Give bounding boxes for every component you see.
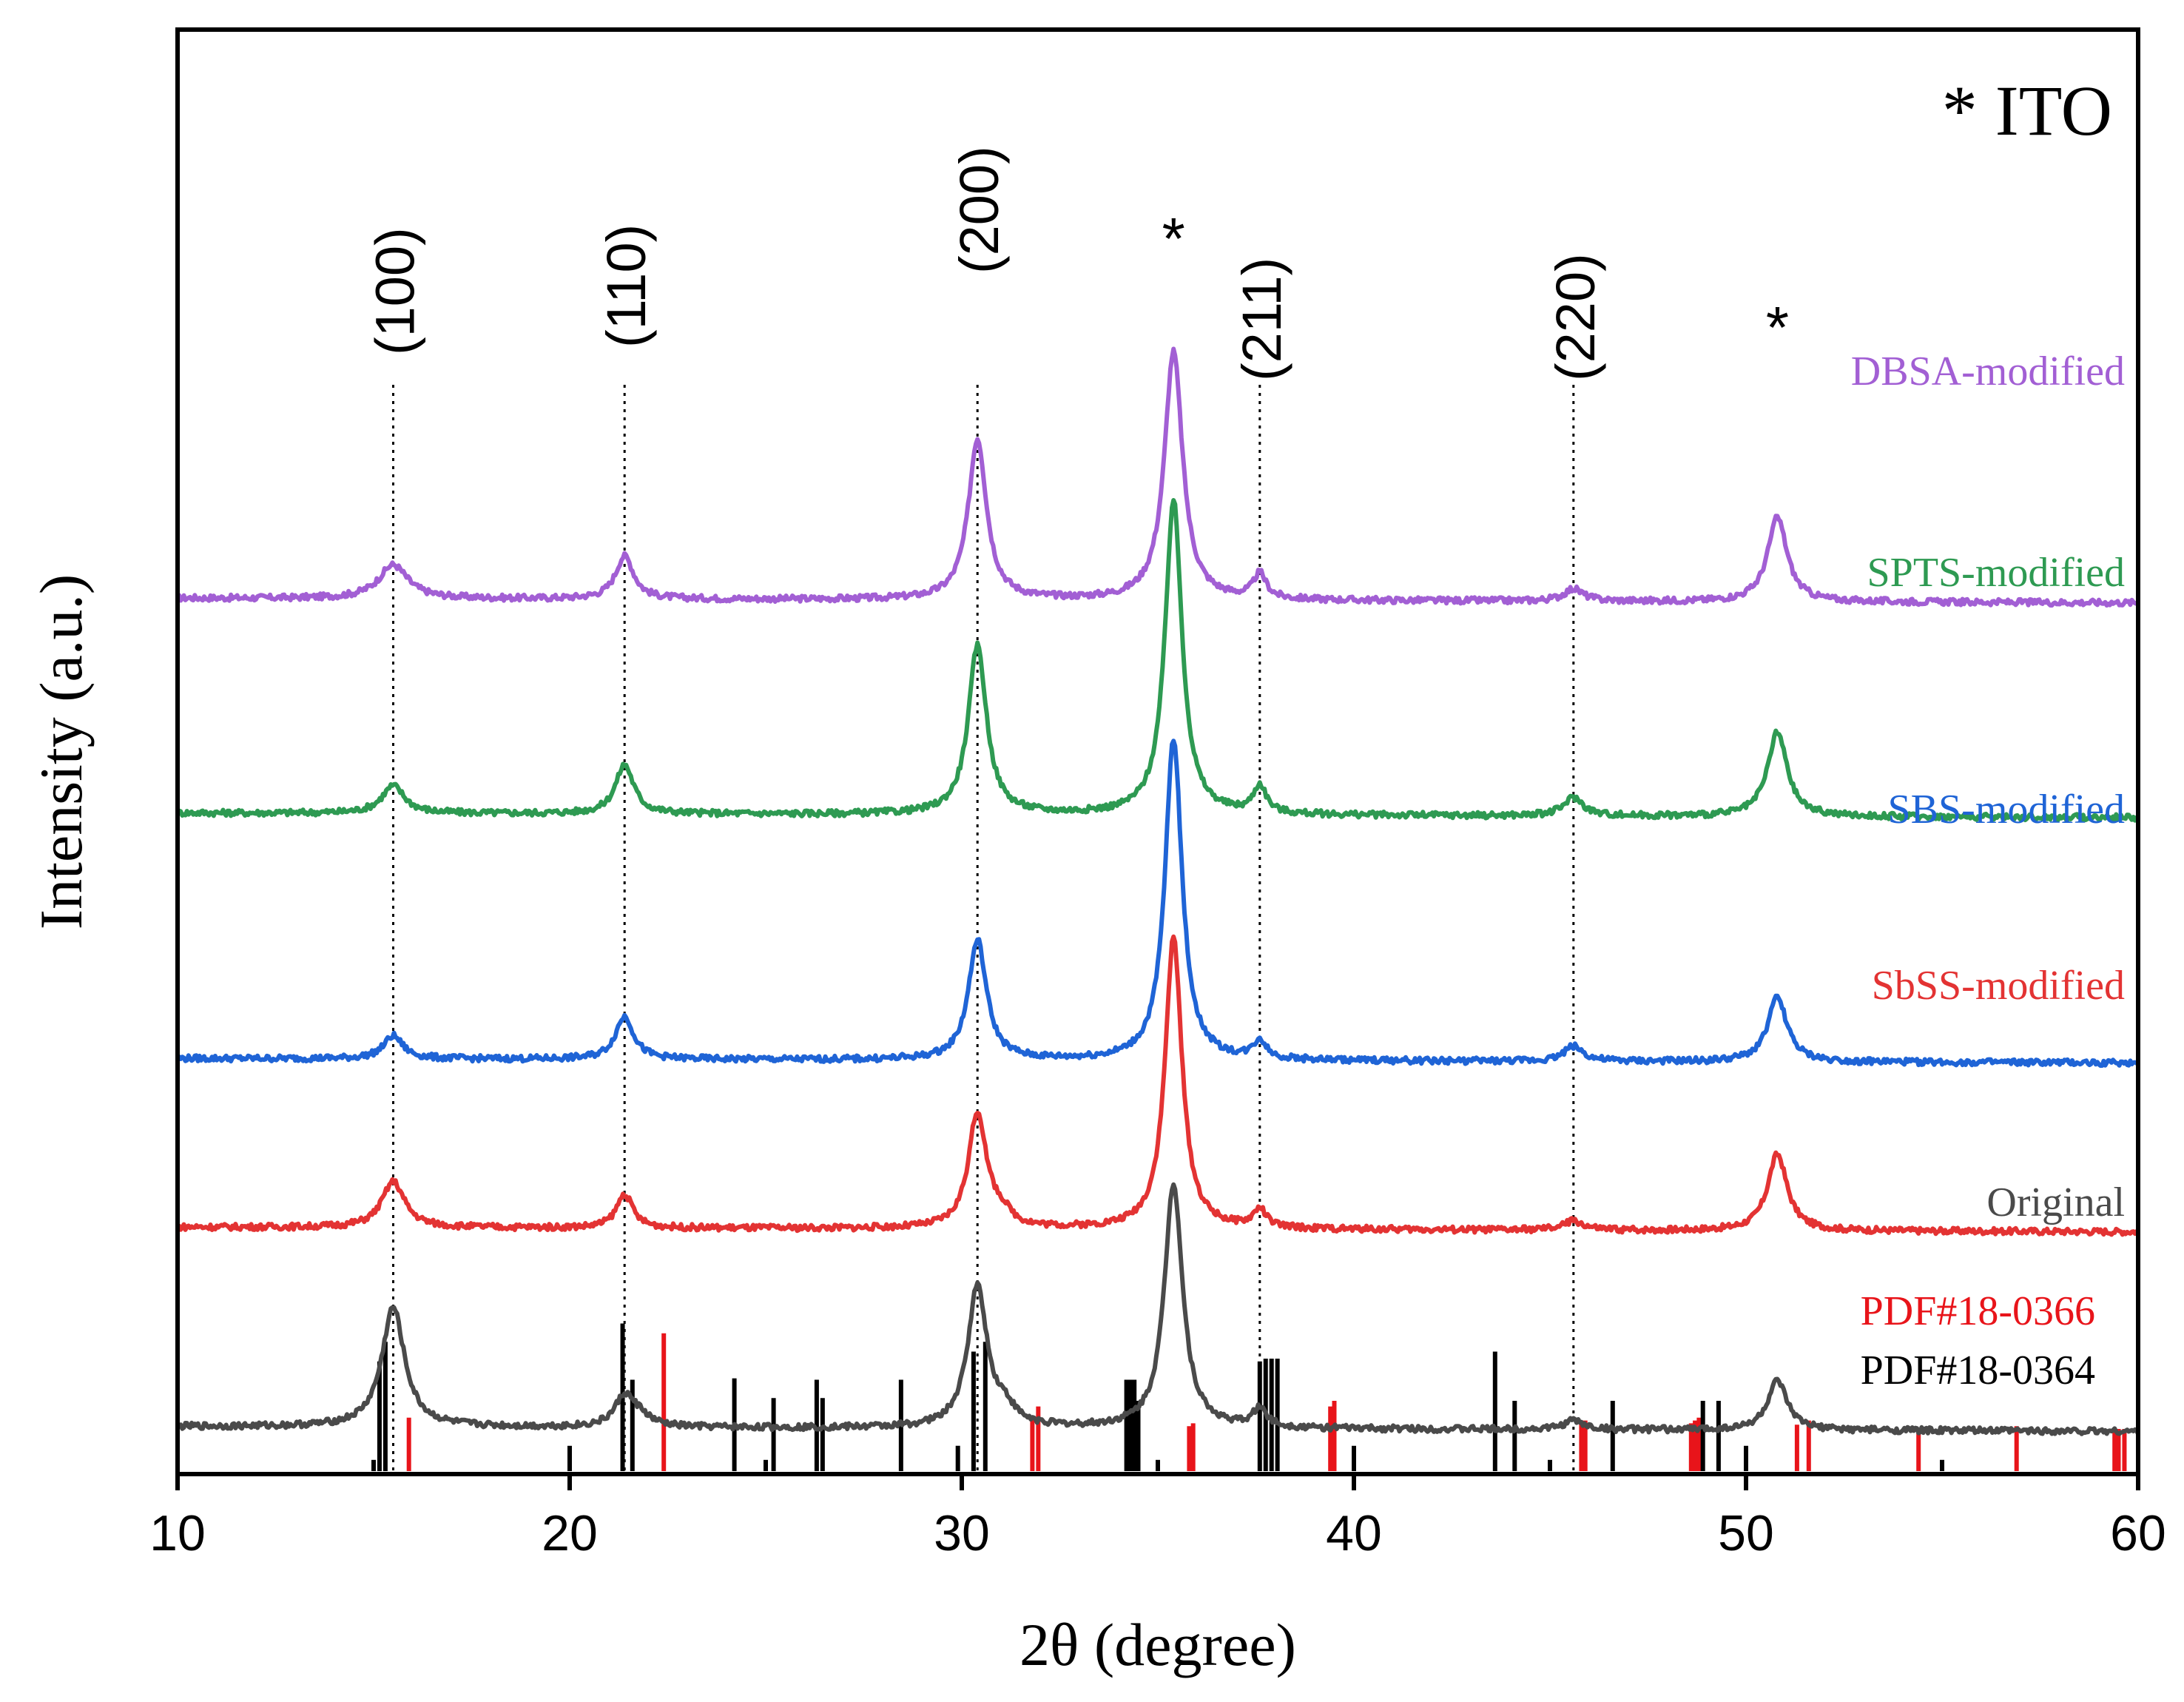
series-label-dbsa-modified: DBSA-modified bbox=[1851, 349, 2125, 394]
series-label-spts-modified: SPTS-modified bbox=[1867, 550, 2125, 596]
x-tick-label-40: 40 bbox=[1326, 1505, 1382, 1561]
hkl-label-0: (100) bbox=[365, 227, 426, 355]
ito-peak-markers: ** bbox=[1162, 206, 1789, 360]
hkl-label-3: (211) bbox=[1231, 258, 1292, 381]
series-label-sbs-modified: SBS-modified bbox=[1888, 787, 2125, 832]
series-line-spts-modified bbox=[175, 498, 2140, 823]
ito-legend: * ITO bbox=[1942, 71, 2112, 150]
series-curves bbox=[175, 346, 2140, 1436]
hkl-label-4: (220) bbox=[1545, 253, 1606, 381]
reference-labels: PDF#18-0366 PDF#18-0364 bbox=[1861, 1288, 2095, 1393]
x-axis-ticks: 10 20 30 40 50 60 bbox=[149, 1474, 2166, 1561]
x-axis-label: 2θ (degree) bbox=[1019, 1611, 1296, 1678]
series-label-original: Original bbox=[1986, 1180, 2125, 1225]
series-line-original bbox=[175, 1182, 2140, 1436]
x-tick-label-10: 10 bbox=[149, 1505, 206, 1561]
hkl-label-1: (110) bbox=[596, 224, 657, 348]
series-labels: DBSA-modified SPTS-modified SBS-modified Sb… bbox=[1851, 349, 2125, 1225]
hkl-label-2: (200) bbox=[948, 146, 1010, 274]
ito-star-0: * bbox=[1162, 206, 1185, 272]
reference-label-0: PDF#18-0366 bbox=[1861, 1288, 2095, 1334]
plot-frame bbox=[175, 27, 2140, 1476]
series-line-sbss-modified bbox=[177, 934, 2139, 1237]
x-tick-label-60: 60 bbox=[2110, 1505, 2166, 1561]
series-line-dbsa-modified bbox=[177, 346, 2139, 608]
x-tick-label-50: 50 bbox=[1718, 1505, 1774, 1561]
series-label-sbss-modified: SbSS-modified bbox=[1872, 963, 2125, 1009]
ito-star-1: * bbox=[1766, 295, 1789, 360]
x-tick-label-30: 30 bbox=[934, 1505, 990, 1561]
y-axis-label: Intensity (a.u.) bbox=[27, 574, 95, 929]
hkl-labels: (100) (110) (200) (211) (220) bbox=[365, 146, 1606, 381]
reference-label-1: PDF#18-0364 bbox=[1861, 1348, 2095, 1393]
x-tick-label-20: 20 bbox=[542, 1505, 598, 1561]
series-line-sbs-modified bbox=[175, 739, 2140, 1069]
